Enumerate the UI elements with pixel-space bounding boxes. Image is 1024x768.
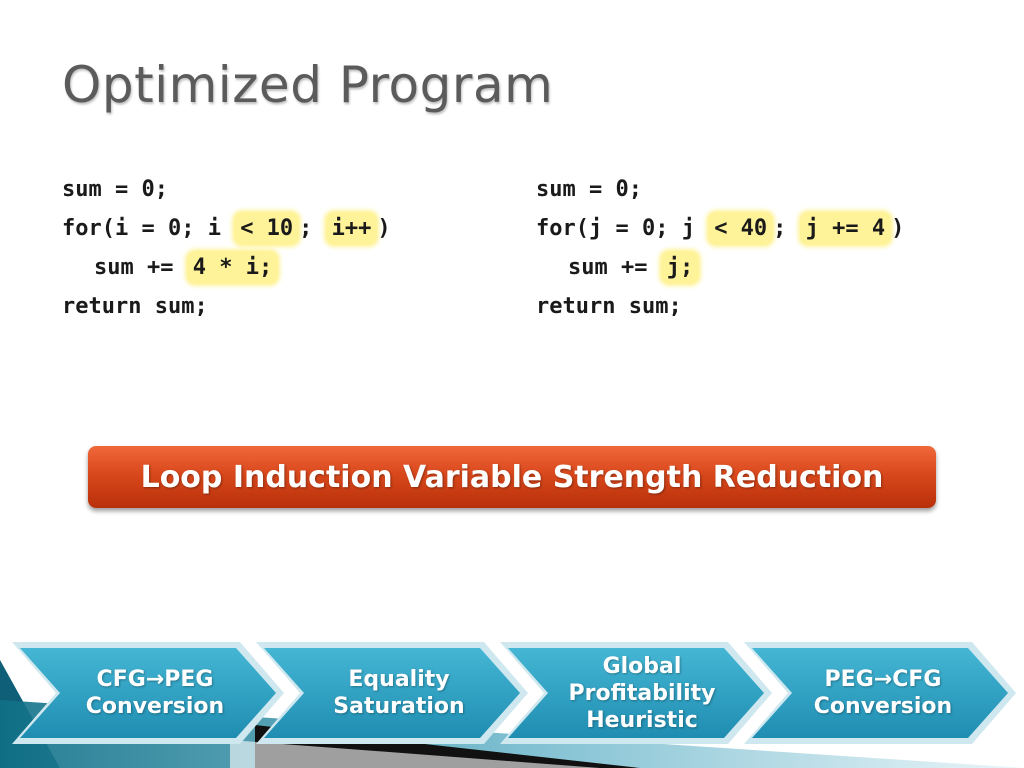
code-text: sum +=	[568, 255, 661, 280]
code-line: for(i = 0; i < 10; i++)	[62, 209, 391, 248]
original-code-block: sum = 0; for(i = 0; i < 10; i++) sum += …	[62, 170, 391, 326]
pipeline-step-global-profitability: Global Profitability Heuristic	[546, 650, 738, 736]
step-label-line: CFG→PEG	[96, 667, 214, 692]
highlighted-loop-bound: < 40	[708, 212, 774, 245]
code-text: return sum;	[536, 294, 682, 319]
step-label-line: PEG→CFG	[824, 667, 942, 692]
code-text: sum +=	[94, 255, 187, 280]
code-text: return sum;	[62, 294, 208, 319]
pipeline-step-cfg-to-peg: CFG→PEG Conversion	[60, 650, 250, 736]
step-label-line: Conversion	[813, 694, 953, 719]
code-line: return sum;	[536, 287, 904, 326]
code-line: sum += 4 * i;	[62, 248, 391, 287]
chevron-step-4	[744, 642, 1016, 744]
step-label-line: Profitability	[568, 680, 716, 706]
highlighted-expression: j;	[660, 251, 700, 284]
code-text: sum = 0;	[62, 177, 168, 202]
code-line: for(j = 0; j < 40; j += 4)	[536, 209, 904, 248]
highlighted-loop-bound: < 10	[234, 212, 300, 245]
pipeline-chevrons	[12, 642, 1016, 744]
code-line: return sum;	[62, 287, 391, 326]
code-line: sum = 0;	[536, 170, 904, 209]
optimization-banner: Loop Induction Variable Strength Reducti…	[88, 446, 936, 508]
code-text: )	[377, 216, 391, 241]
code-text: ;	[773, 216, 800, 241]
step-label-line: Global	[602, 653, 682, 679]
optimized-code-block: sum = 0; for(j = 0; j < 40; j += 4) sum …	[536, 170, 904, 326]
highlighted-loop-increment: j += 4	[799, 212, 892, 245]
code-text: for(i = 0; i	[62, 216, 235, 241]
chevron-step-2	[256, 642, 528, 744]
code-text: for(j = 0; j	[536, 216, 709, 241]
pipeline-step-equality-saturation: Equality Saturation	[304, 650, 494, 736]
code-line: sum += j;	[536, 248, 904, 287]
code-text: sum = 0;	[536, 177, 642, 202]
step-label-line: Heuristic	[586, 707, 698, 733]
highlighted-loop-increment: i++	[325, 212, 378, 245]
highlighted-expression: 4 * i;	[186, 251, 279, 284]
chevron-step-1	[12, 642, 284, 744]
step-label-line: Equality	[348, 667, 450, 692]
chevron-step-3	[500, 642, 772, 744]
step-label-line: Saturation	[333, 694, 465, 719]
code-text: )	[891, 216, 905, 241]
banner-label: Loop Induction Variable Strength Reducti…	[140, 459, 884, 495]
slide-title: Optimized Program	[62, 56, 554, 114]
code-text: ;	[299, 216, 326, 241]
code-line: sum = 0;	[62, 170, 391, 209]
step-label-line: Conversion	[85, 694, 225, 719]
pipeline-step-peg-to-cfg: PEG→CFG Conversion	[788, 650, 978, 736]
